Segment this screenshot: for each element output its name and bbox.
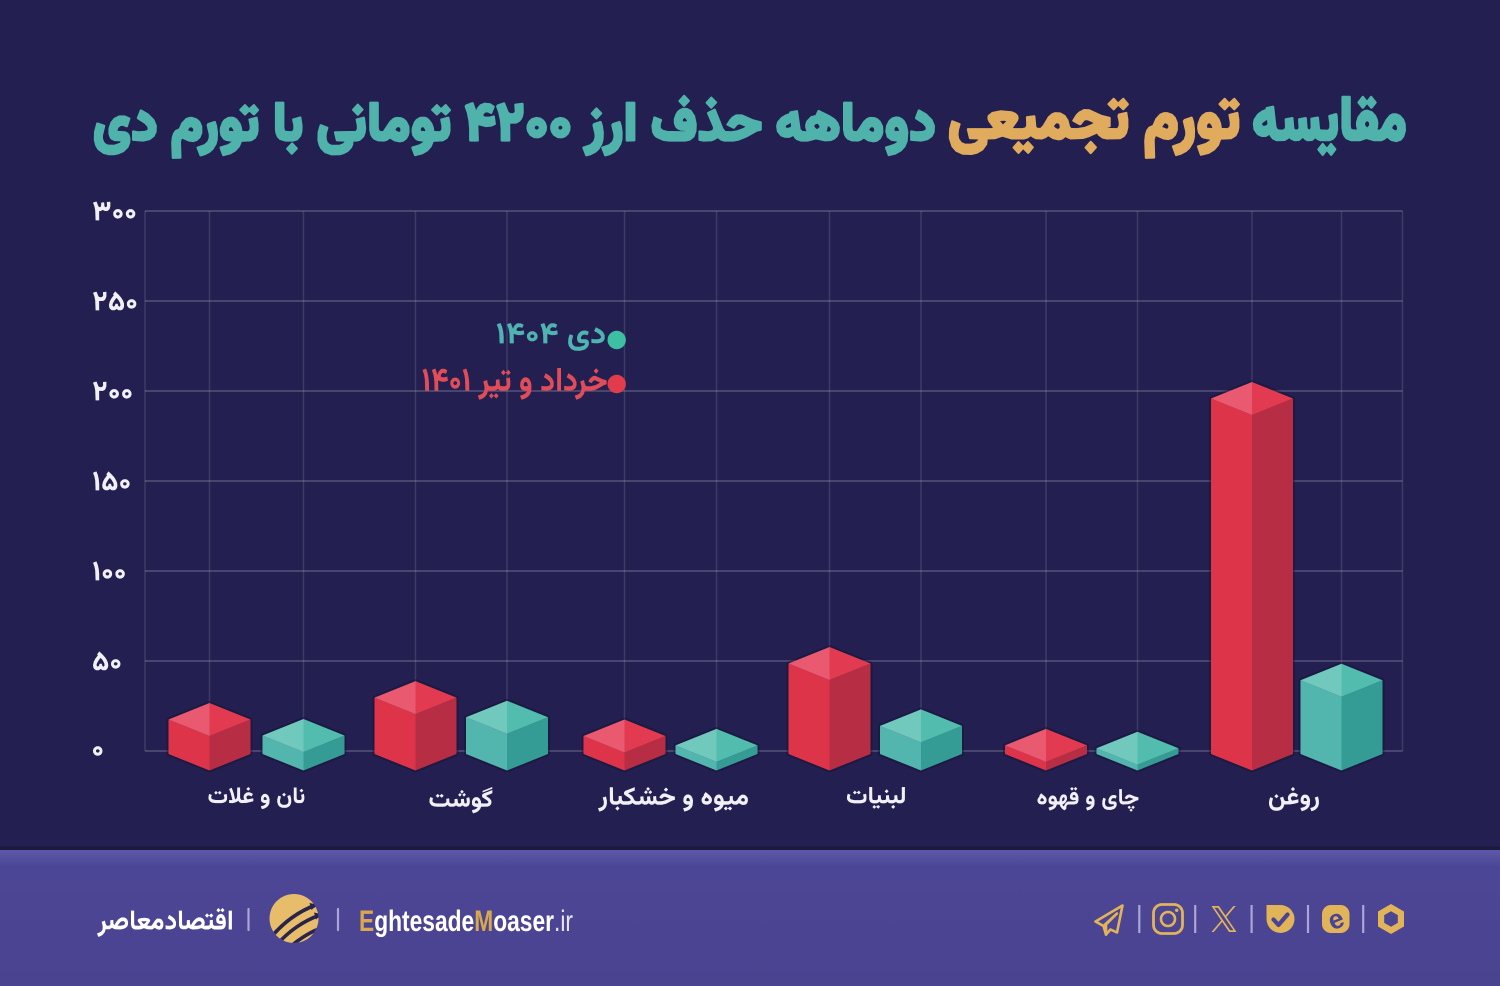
svg-text:EghtesadeMoaser.ir: EghtesadeMoaser.ir — [359, 905, 573, 938]
